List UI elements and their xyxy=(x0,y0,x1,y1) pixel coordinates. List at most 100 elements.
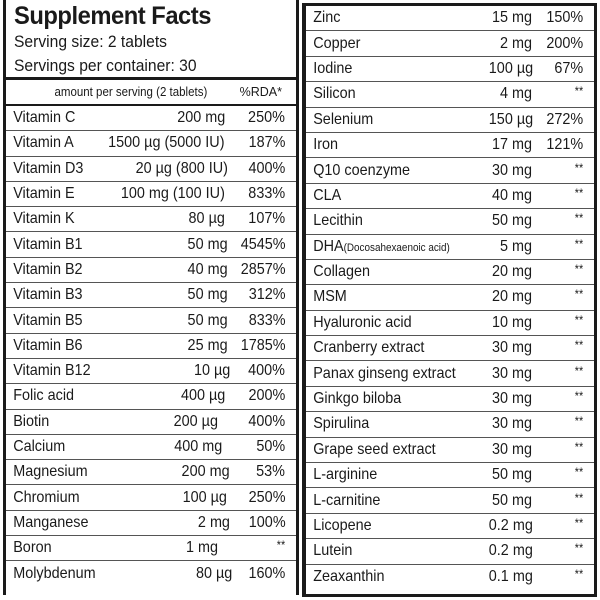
nutrient-name-text: Copper xyxy=(313,34,361,52)
nutrient-name-text: Vitamin E xyxy=(13,185,75,203)
nutrient-name: Iron xyxy=(306,136,466,154)
table-row: Vitamin D3 20 µg (800 IU) 400% xyxy=(6,157,296,182)
nutrient-rda: 4545% xyxy=(240,235,286,253)
nutrient-amount: 25 mg xyxy=(187,336,228,354)
nutrient-rda: ** xyxy=(574,490,584,505)
nutrient-amount: 50 mg xyxy=(491,466,532,484)
nutrient-amount: 0.1 mg xyxy=(488,568,533,586)
nutrient-rda: 107% xyxy=(248,210,286,228)
table-row: Magnesium 200 mg 53% xyxy=(6,460,296,486)
table-row: Cranberry extract 30 mg ** xyxy=(306,336,594,362)
table-row: Selenium 150 µg 272% xyxy=(306,108,594,133)
nutrient-name-text: Vitamin D3 xyxy=(13,159,84,177)
nutrient-amount: 20 mg xyxy=(491,288,532,306)
table-row: Lecithin 50 mg ** xyxy=(306,209,594,235)
nutrient-name-text: Molybdenum xyxy=(13,564,96,582)
nutrient-name-text: Hyaluronic acid xyxy=(313,313,412,331)
table-row: Lutein 0.2 mg ** xyxy=(306,539,594,565)
nutrient-amount: 30 mg xyxy=(491,440,532,458)
nutrient-name: Grape seed extract xyxy=(306,441,466,459)
nutrient-rda: ** xyxy=(574,439,584,454)
nutrient-name-text: Vitamin B5 xyxy=(13,311,83,329)
nutrient-amount: 40 mg xyxy=(187,260,228,278)
nutrient-amount: 200 mg xyxy=(177,109,226,127)
table-row: Vitamin A 1500 µg (5000 IU) 187% xyxy=(6,131,296,157)
nutrient-rda: 400% xyxy=(248,362,286,380)
nutrient-name-text: Silicon xyxy=(313,85,356,103)
nutrient-name: Zinc xyxy=(306,9,466,27)
nutrient-name: Vitamin E xyxy=(6,185,75,203)
nutrient-amount: 100 mg (100 IU) xyxy=(121,185,226,203)
nutrient-amount: 80 µg xyxy=(195,564,232,582)
nutrient-name: Vitamin B1 xyxy=(6,235,83,254)
nutrient-rda: ** xyxy=(574,185,584,200)
nutrient-name: Vitamin B6 xyxy=(6,336,83,355)
nutrient-amount: 2 mg xyxy=(197,513,230,531)
nutrient-rda: ** xyxy=(574,541,584,556)
table-row: Zeaxanthin 0.1 mg ** xyxy=(306,565,594,590)
nutrient-rda: 200% xyxy=(248,387,286,405)
nutrient-rda: 833% xyxy=(248,185,286,203)
nutrient-name-text: Spirulina xyxy=(313,415,370,433)
nutrient-rda: 50% xyxy=(256,438,286,455)
nutrient-name-text: Boron xyxy=(13,539,52,557)
nutrient-rda: 121% xyxy=(546,136,584,154)
table-row: Iron 17 mg 121% xyxy=(306,133,594,159)
nutrient-amount: 30 mg xyxy=(491,415,532,433)
nutrient-name: Vitamin B5 xyxy=(6,311,83,330)
nutrient-name-text: Vitamin B1 xyxy=(13,235,83,253)
nutrient-amount: 200 µg xyxy=(173,412,218,430)
table-row: Ginkgo biloba 30 mg ** xyxy=(306,387,594,413)
nutrient-amount: 1500 µg (5000 IU) xyxy=(108,134,225,152)
nutrient-name-text: Magnesium xyxy=(13,463,88,481)
nutrient-name-text: Vitamin B6 xyxy=(13,336,83,354)
nutrient-name-text: Zinc xyxy=(313,9,341,27)
nutrient-rda: ** xyxy=(574,516,584,530)
nutrient-name-text: Licopene xyxy=(313,517,372,534)
nutrient-name: Panax ginseng extract xyxy=(306,365,466,383)
table-row: Folic acid 400 µg 200% xyxy=(6,384,296,410)
nutrient-amount: 15 mg xyxy=(491,9,532,27)
nutrient-name: Iodine xyxy=(306,60,466,78)
nutrient-amount: 200 mg xyxy=(181,463,230,481)
nutrient-rda: ** xyxy=(574,389,584,404)
nutrient-amount: 20 mg xyxy=(491,263,532,281)
right-nutrient-table: Zinc 15 mg 150% Copper 2 mg 200% Iodine 100 µg 6… xyxy=(306,6,594,590)
nutrient-name: Hyaluronic acid xyxy=(306,314,466,332)
supplement-facts-right-panel: Zinc 15 mg 150% Copper 2 mg 200% Iodine 100 µg 6… xyxy=(302,3,597,597)
nutrient-rda: 1785% xyxy=(240,336,286,354)
nutrient-rda: 250% xyxy=(248,109,286,127)
nutrient-name-text: Q10 coenzyme xyxy=(313,161,411,179)
nutrient-amount: 1 mg xyxy=(185,539,218,557)
nutrient-name: Calcium xyxy=(6,438,65,456)
table-row: Spirulina 30 mg ** xyxy=(306,412,594,438)
nutrient-name: Selenium xyxy=(306,111,466,129)
nutrient-name: Folic acid xyxy=(6,387,74,405)
nutrient-rda: ** xyxy=(574,414,584,429)
nutrient-rda: 833% xyxy=(248,311,286,329)
nutrient-amount: 0.2 mg xyxy=(488,542,533,560)
nutrient-rda: ** xyxy=(574,211,584,226)
table-row: Vitamin B5 50 mg 833% xyxy=(6,308,296,334)
table-row: Vitamin B3 50 mg 312% xyxy=(6,283,296,309)
nutrient-rda: ** xyxy=(574,84,584,99)
nutrient-name: Lutein xyxy=(306,542,466,560)
nutrient-rda: ** xyxy=(574,363,584,378)
nutrient-name-text: Iodine xyxy=(313,59,353,77)
nutrient-rda: 400% xyxy=(248,159,286,177)
nutrient-rda: 400% xyxy=(248,412,286,430)
page-title: Supplement Facts xyxy=(14,2,211,30)
nutrient-rda: 187% xyxy=(248,134,286,152)
table-row: Iodine 100 µg 67% xyxy=(306,57,594,83)
nutrient-name-text: Zeaxanthin xyxy=(313,568,385,586)
nutrient-name: Licopene xyxy=(306,517,466,535)
nutrient-name-text: Vitamin B12 xyxy=(13,362,91,380)
nutrient-name-text: MSM xyxy=(313,288,347,306)
nutrient-name: Manganese xyxy=(6,514,88,532)
nutrient-name-text: Biotin xyxy=(13,412,50,430)
nutrient-amount: 50 mg xyxy=(187,286,228,304)
nutrient-name-text: Iron xyxy=(313,136,339,154)
nutrient-rda: ** xyxy=(574,338,584,353)
nutrient-name: Chromium xyxy=(6,489,79,507)
nutrient-rda: ** xyxy=(574,312,584,327)
